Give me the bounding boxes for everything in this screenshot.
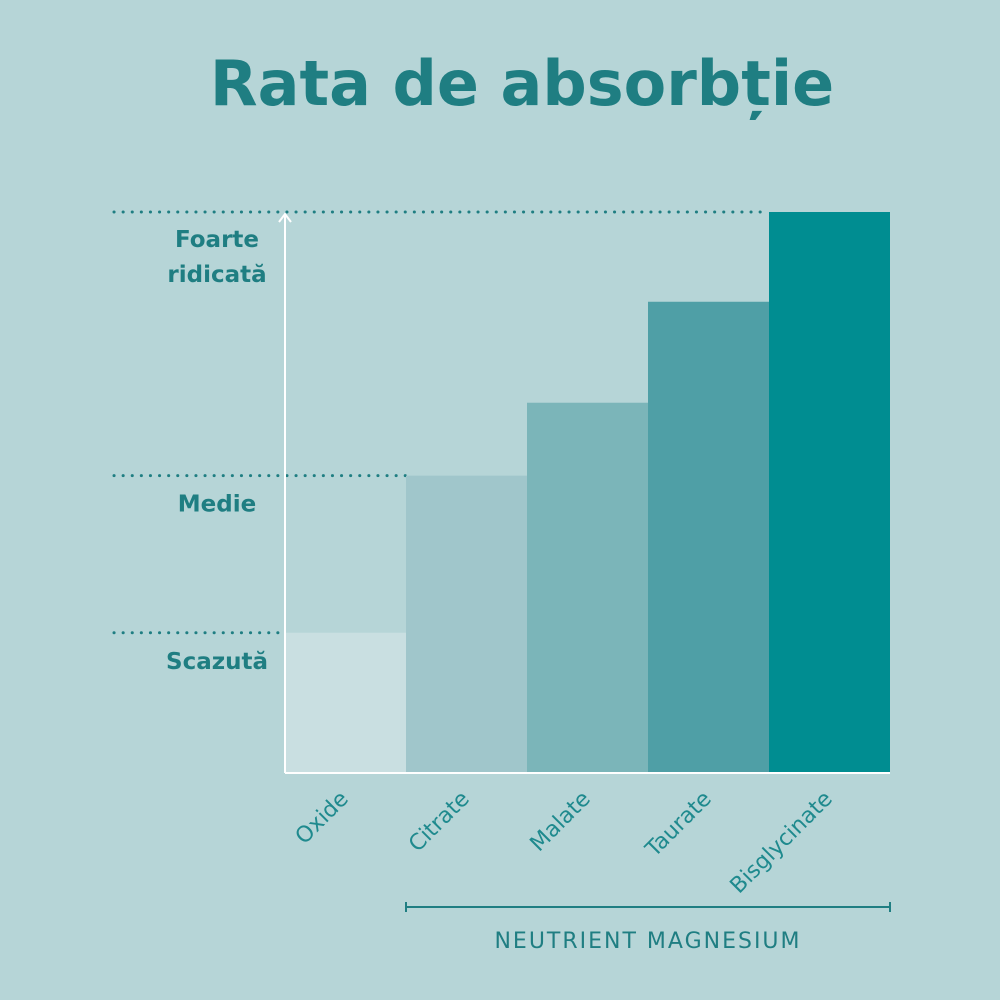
bar-malate [527,402,648,773]
y-level-label-1-line-0: Medie [178,492,256,518]
group-label: NEUTRIENT MAGNESIUM [494,929,801,954]
y-axis-arrow [278,212,292,223]
y-level-label-2: Foarte ridicată [167,227,266,288]
level-lines [112,210,771,635]
chart-title: Rata de absorbție [210,47,834,120]
y-level-label-0-line-0: Scazută [166,649,268,675]
y-level-label-2-line-0: Foarte [175,227,259,253]
x-tick-label-citrate: Citrate [404,787,475,858]
bar-citrate [406,475,527,773]
bars [285,212,890,773]
y-level-label-0: Scazută [166,649,268,675]
x-tick-label-malate: Malate [526,787,596,857]
bar-taurate [648,301,769,773]
x-tick-label-oxide: Oxide [291,787,354,850]
bar-bisglycinate [769,212,890,773]
category-group: NEUTRIENT MAGNESIUM [405,902,891,954]
x-tick-label-taurate: Taurate [640,787,716,863]
y-level-label-2-line-1: ridicată [167,262,266,288]
bar-oxide [285,632,406,773]
x-tick-label-bisglycinate: Bisglycinate [726,787,838,899]
y-level-label-1: Medie [178,492,256,518]
axes [278,212,890,774]
